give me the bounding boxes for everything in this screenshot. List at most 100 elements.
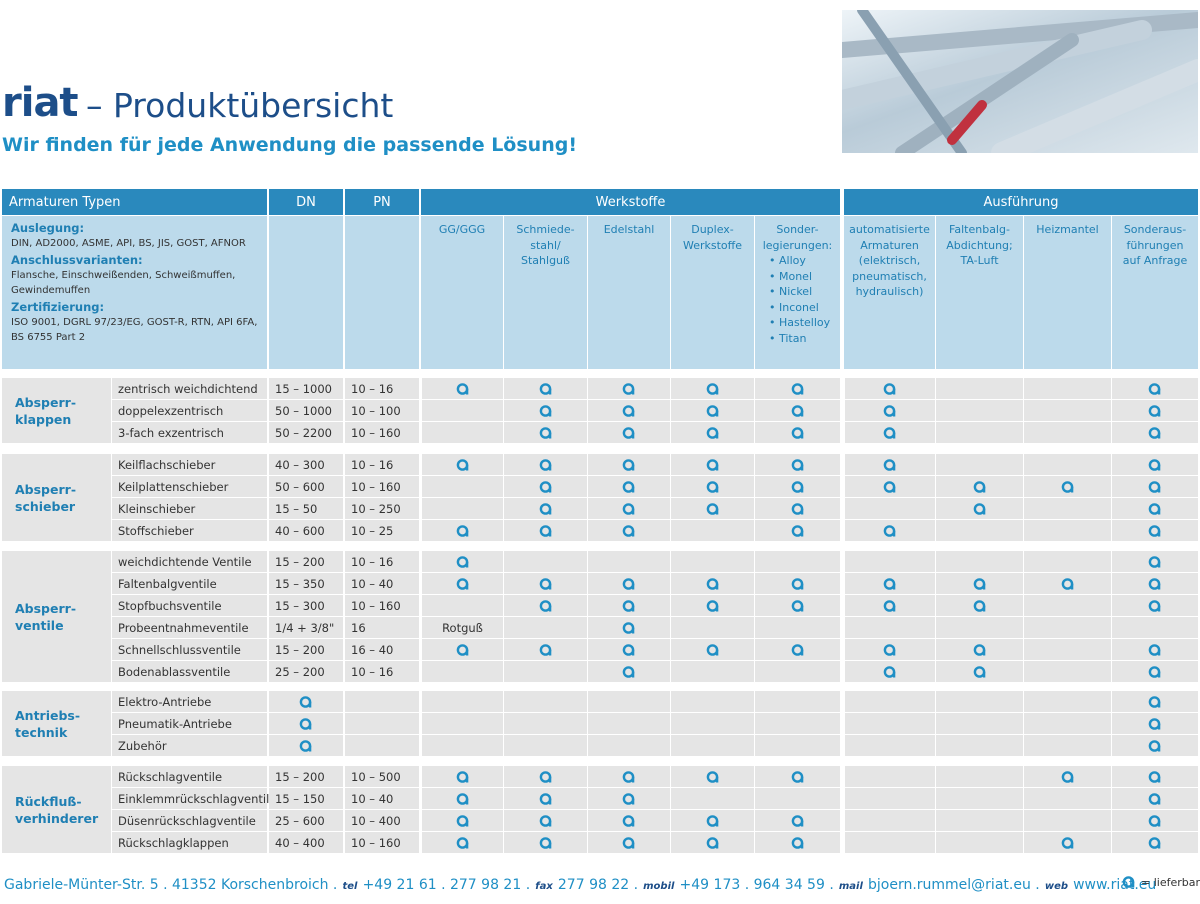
matrix-cell [671,551,754,572]
type-cell: Rückschlagventile [112,766,267,787]
matrix-cell [936,520,1023,541]
available-icon [622,643,635,656]
matrix-cell [588,832,670,853]
type-cell: Faltenbalgventile [112,573,267,594]
pn-cell [345,691,419,712]
matrix-cell [422,810,503,831]
available-icon [456,643,468,656]
group-name: Absperr- klappen [2,378,111,443]
available-icon [791,770,803,783]
matrix-cell [588,551,670,572]
dn-cell: 25 – 600 [269,810,343,831]
dn-cell: 15 – 150 [269,788,343,809]
matrix-cell [504,832,587,853]
matrix-cell [504,476,587,497]
available-icon [706,382,718,395]
pn-cell: 10 – 100 [345,400,419,421]
matrix-cell [1112,788,1198,809]
available-icon [539,577,551,590]
matrix-cell [1024,498,1111,519]
matrix-cell [671,832,754,853]
matrix-cell [845,810,935,831]
type-cell: Pneumatik-Antriebe [112,713,267,734]
available-icon [883,577,896,590]
matrix-cell [1024,617,1111,638]
legend: = lieferbar [1122,875,1200,889]
matrix-cell [588,788,670,809]
column-item: • Hastelloy [769,316,831,329]
matrix-cell [845,476,935,497]
available-icon [706,426,718,439]
matrix-cell [936,832,1023,853]
matrix-cell [845,573,935,594]
matrix-cell [671,573,754,594]
matrix-cell [671,713,754,734]
matrix-cell [588,617,670,638]
available-icon [973,665,985,678]
type-cell: Elektro-Antriebe [112,691,267,712]
available-icon [791,599,803,612]
matrix-cell [1024,639,1111,660]
matrix-cell [755,378,840,399]
available-icon [1061,577,1073,590]
available-icon [539,599,551,612]
matrix-cell [422,454,503,475]
available-icon [791,643,803,656]
column-label: automatisierte Armaturen (elektrisch, pn… [849,223,930,298]
matrix-cell [422,713,503,734]
footer-label: web [1044,881,1069,892]
available-icon [622,599,635,612]
matrix-cell [936,617,1023,638]
pn-cell: 10 – 16 [345,454,419,475]
matrix-cell [1024,573,1111,594]
group-name: Rückfluß- verhinderer [2,766,111,853]
type-cell: doppelexzentrisch [112,400,267,421]
matrix-cell [1112,498,1198,519]
dn-cell: 15 – 200 [269,766,343,787]
matrix-cell [504,378,587,399]
matrix-cell [845,788,935,809]
available-icon [622,502,635,515]
matrix-cell [588,400,670,421]
matrix-cell [504,639,587,660]
matrix-cell [504,498,587,519]
available-icon [973,502,985,515]
dn-cell: 15 – 50 [269,498,343,519]
available-icon [622,792,635,805]
photo-pipes [842,10,1198,153]
available-icon [706,643,718,656]
matrix-cell [422,476,503,497]
type-cell: Bodenablassventile [112,661,267,682]
matrix-cell [1024,476,1111,497]
available-icon [539,792,551,805]
dn-cell: 15 – 300 [269,595,343,616]
available-icon [791,382,803,395]
matrix-cell [845,832,935,853]
matrix-cell [422,639,503,660]
available-icon [1148,717,1161,730]
available-icon [791,426,803,439]
available-icon [456,382,468,395]
type-cell: Düsenrückschlagventile [112,810,267,831]
column-label: Faltenbalg- Abdichtung; TA-Luft [946,223,1013,267]
group-name: Antriebs- technik [2,691,111,756]
matrix-cell: Rotguß [422,617,503,638]
available-icon [456,458,468,471]
available-icon [299,739,312,752]
matrix-cell [1024,735,1111,756]
header-cell: DN [269,189,343,215]
header-cell: Armaturen Typen [2,189,267,215]
available-icon [456,814,468,827]
available-icon [456,524,468,537]
matrix-cell [422,520,503,541]
footer-label: tel [342,881,358,892]
matrix-cell [1112,551,1198,572]
column-label: Sonderaus- führungen auf Anfrage [1122,223,1188,267]
matrix-cell [588,573,670,594]
dn-cell: 1/4 + 3/8" [269,617,343,638]
available-icon [706,404,718,417]
matrix-cell [845,595,935,616]
logo: riat [2,80,79,126]
matrix-cell [936,661,1023,682]
matrix-cell [936,810,1023,831]
